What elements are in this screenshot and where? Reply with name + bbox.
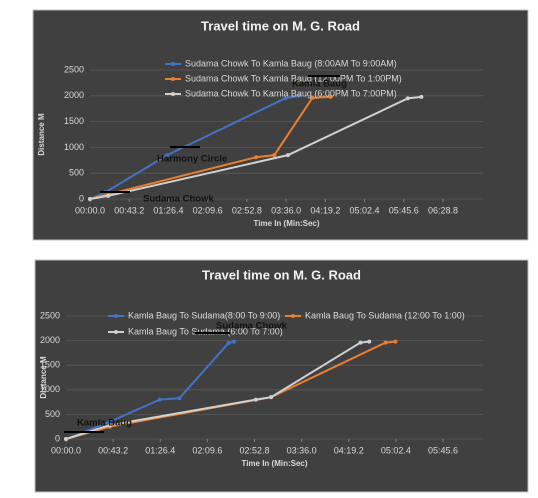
x-tick-label: 00:00.0 bbox=[75, 205, 105, 215]
x-tick-label: 02:09.6 bbox=[192, 445, 222, 455]
data-point bbox=[64, 437, 68, 441]
x-tick-label: 04:19.2 bbox=[310, 205, 340, 215]
y-tick-label: 2000 bbox=[64, 90, 84, 100]
x-tick-label: 03:36.0 bbox=[287, 445, 317, 455]
annotation: Harmony Circle bbox=[157, 154, 227, 165]
legend-label: Kamla Baug To Sudama(8:00 To 9:00) bbox=[128, 310, 280, 320]
legend-marker bbox=[171, 77, 175, 81]
x-tick-label: 05:45.6 bbox=[428, 445, 458, 455]
legend-label: Sudama Chowk To Kamla Baug (8:00AM To 9:… bbox=[185, 58, 397, 68]
legend-label: Sudama Chowk To Kamla Baug (6:00PM To 7:… bbox=[185, 88, 397, 98]
data-point bbox=[106, 193, 111, 198]
x-tick-label: 00:43.2 bbox=[114, 205, 144, 215]
data-point bbox=[107, 419, 112, 424]
legend-marker bbox=[171, 92, 175, 96]
data-point bbox=[254, 155, 259, 160]
data-point bbox=[383, 340, 388, 345]
annotation: Kamla Baug bbox=[292, 79, 347, 90]
data-point bbox=[310, 95, 315, 100]
x-tick-label: 05:45.6 bbox=[389, 205, 419, 215]
data-point bbox=[358, 340, 363, 345]
data-point bbox=[283, 96, 288, 101]
x-tick-label: 01:26.4 bbox=[153, 205, 183, 215]
legend-label: Kamla Baug To Sudama (12:00 To 1:00) bbox=[305, 310, 465, 320]
data-point bbox=[393, 339, 398, 344]
chart-background bbox=[32, 9, 529, 241]
y-tick-label: 500 bbox=[69, 168, 84, 178]
data-point bbox=[107, 423, 112, 428]
y-tick-label: 0 bbox=[55, 433, 60, 443]
annotation: Sudama Chowk bbox=[216, 321, 287, 332]
annotation: Kamla Baug bbox=[77, 418, 132, 429]
legend-label: Sudama Chowk To Kamla Baug (12:00PM To 1… bbox=[185, 73, 402, 83]
data-point bbox=[367, 339, 372, 344]
data-point bbox=[296, 93, 301, 98]
y-tick-label: 1500 bbox=[40, 360, 60, 370]
legend-marker bbox=[114, 330, 118, 334]
x-tick-label: 03:36.0 bbox=[271, 205, 301, 215]
legend-marker bbox=[291, 314, 295, 318]
y-tick-label: 0 bbox=[79, 193, 84, 203]
data-point bbox=[226, 341, 231, 346]
legend-marker bbox=[171, 62, 175, 66]
data-point bbox=[328, 94, 333, 99]
data-point bbox=[231, 339, 236, 344]
data-point bbox=[177, 396, 182, 401]
x-tick-label: 06:28.8 bbox=[428, 205, 458, 215]
x-tick-label: 04:19.2 bbox=[334, 445, 364, 455]
y-tick-label: 2000 bbox=[40, 335, 60, 345]
x-axis-title: Time In (Min:Sec) bbox=[253, 219, 319, 228]
x-tick-label: 02:52.8 bbox=[232, 205, 262, 215]
x-tick-label: 02:09.6 bbox=[193, 205, 223, 215]
y-tick-label: 2500 bbox=[40, 310, 60, 320]
y-tick-label: 500 bbox=[45, 409, 60, 419]
x-axis-title: Time In (Min:Sec) bbox=[241, 459, 307, 468]
x-tick-label: 05:02.4 bbox=[381, 445, 411, 455]
data-point bbox=[269, 395, 274, 400]
y-tick-label: 2500 bbox=[64, 64, 84, 74]
legend-label: Kamla Baug To Sudama (6:00 To 7:00) bbox=[128, 326, 283, 336]
series-line bbox=[89, 95, 331, 200]
chart-title: Travel time on M. G. Road bbox=[201, 18, 360, 33]
y-tick-label: 1000 bbox=[40, 384, 60, 394]
y-axis-title: Distance M bbox=[39, 356, 48, 399]
x-tick-label: 01:26.4 bbox=[145, 445, 175, 455]
data-point bbox=[405, 96, 410, 101]
y-tick-label: 1000 bbox=[64, 142, 84, 152]
data-point bbox=[285, 153, 290, 158]
y-tick-label: 1500 bbox=[64, 116, 84, 126]
annotation: Sudama Chowk bbox=[143, 194, 214, 205]
y-axis-title: Distance M bbox=[37, 113, 46, 156]
x-tick-label: 05:02.4 bbox=[350, 205, 380, 215]
x-tick-label: 00:43.2 bbox=[98, 445, 128, 455]
data-point bbox=[165, 153, 170, 158]
x-tick-label: 00:00.0 bbox=[51, 445, 81, 455]
x-tick-label: 02:52.8 bbox=[239, 445, 269, 455]
chart-title: Travel time on M. G. Road bbox=[202, 267, 361, 282]
data-point bbox=[88, 197, 92, 201]
legend-marker bbox=[114, 314, 118, 318]
data-point bbox=[272, 153, 277, 158]
data-point bbox=[253, 397, 258, 402]
data-point bbox=[157, 397, 162, 402]
data-point bbox=[419, 94, 424, 99]
chart-background bbox=[34, 259, 529, 493]
